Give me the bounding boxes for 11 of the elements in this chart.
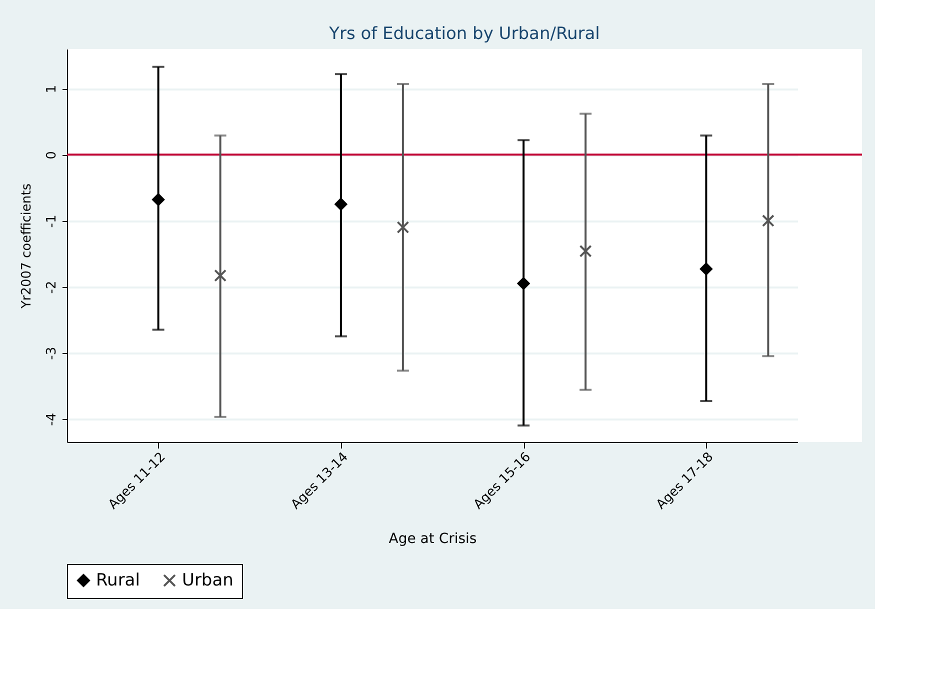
y-tick-label: -1 (44, 214, 60, 228)
x-axis-title: Age at Crisis (388, 530, 477, 547)
legend-label: Urban (182, 570, 234, 591)
legend-label: Rural (96, 570, 140, 591)
y-axis-title: Yr2007 coefficients (20, 183, 34, 310)
y-tick-label: 1 (44, 84, 60, 94)
y-tick-label: 0 (44, 151, 60, 160)
chart-title: Yrs of Education by Urban/Rural (328, 24, 600, 44)
y-tick-label: -2 (44, 280, 60, 294)
y-tick-label: -3 (44, 346, 60, 360)
y-tick-label: -4 (44, 412, 60, 426)
